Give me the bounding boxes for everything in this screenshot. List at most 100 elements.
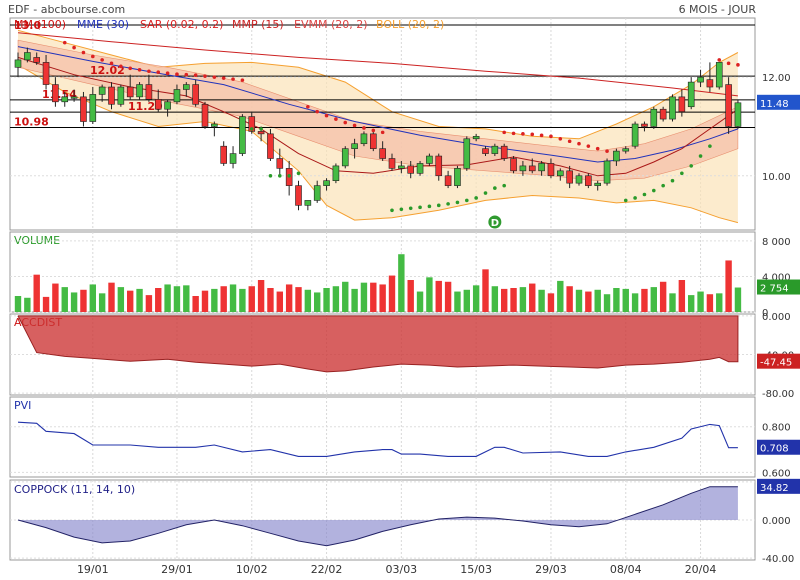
price-last-value: 11.48 (760, 99, 789, 110)
pvi-title: PVI (14, 399, 31, 412)
candle-body (510, 158, 517, 172)
candle-body (229, 153, 237, 164)
candle-body (89, 94, 97, 122)
mme30-line (17, 46, 739, 163)
candle-body (14, 59, 22, 68)
candle-body (108, 86, 115, 105)
sar-dot-above (521, 132, 525, 136)
candle-body (500, 145, 508, 159)
volume-bar (342, 281, 349, 312)
candle-body (472, 136, 480, 140)
sar-dot-above (558, 136, 563, 141)
level-label: 11.29 (128, 100, 163, 113)
evmm-envelope (17, 39, 739, 182)
candle-body (482, 148, 489, 154)
sar-dot-below (418, 205, 422, 210)
sar-dot-below (259, 127, 263, 131)
sar-dot-above (81, 50, 86, 55)
candle-body (697, 76, 704, 83)
volume-bar (211, 288, 218, 312)
candle-body (332, 165, 340, 181)
accdist-area (17, 315, 739, 373)
volume-last-value: 2 754 (760, 284, 789, 295)
candle-body (519, 165, 527, 172)
y-tick-label: 8 000 (762, 237, 791, 248)
panel-frame-pvi (9, 396, 756, 478)
chart-period: 6 MOIS - JOUR (678, 3, 756, 16)
volume-bar (239, 288, 246, 312)
candle-body (267, 133, 274, 159)
candle-body (70, 96, 78, 99)
pvi-last-value: 0.708 (760, 444, 789, 455)
candle-body (192, 84, 199, 105)
candle-body (117, 86, 125, 105)
legend-entry: MM (100) (14, 18, 66, 31)
candle-body (547, 163, 555, 177)
volume-bar (678, 280, 686, 312)
candle-body (659, 108, 667, 120)
candle-body (706, 79, 714, 88)
volume-bar (379, 284, 386, 312)
sar-dot-below (465, 198, 469, 203)
sar-dot-above (324, 113, 329, 118)
level-label: 12.02 (90, 64, 125, 77)
sar-dot-below (436, 203, 441, 208)
y-tick-label: 0.000 (762, 516, 791, 527)
sar-dot-above (231, 77, 235, 81)
volume-bar (164, 284, 171, 312)
accdist-last-value: -47.45 (760, 358, 792, 369)
sar-dot-above (203, 74, 207, 78)
signal-badge (487, 214, 503, 230)
candle-body (136, 84, 143, 98)
candle-body (80, 96, 87, 122)
candle-body (435, 155, 443, 177)
volume-bar (220, 286, 227, 312)
sar-dot-above (334, 117, 338, 121)
sar-dot-above (221, 76, 226, 80)
candle-body (491, 145, 499, 154)
candle-body (650, 108, 658, 127)
sar-dot-below (474, 196, 478, 200)
candle-body (164, 101, 171, 110)
candle-body (715, 62, 723, 88)
accdist-last-value-bg (757, 353, 800, 369)
sar-dot-above (165, 71, 170, 76)
volume-bar (117, 287, 125, 312)
volume-bar (108, 282, 115, 312)
candle-body (454, 168, 461, 186)
volume-bar (641, 288, 648, 312)
y-tick-label: 10.00 (762, 172, 791, 183)
volume-bar (697, 291, 704, 312)
sar-dot-above (119, 64, 123, 69)
sar-dot-below (680, 171, 684, 176)
sar-dot-above (595, 146, 600, 151)
x-tick-label: 20/04 (685, 563, 717, 576)
sar-dot-above (736, 63, 740, 67)
volume-bar (613, 288, 620, 312)
volume-bar (295, 287, 302, 312)
sar-dot-above (362, 126, 366, 130)
candle-body (622, 148, 630, 152)
sar-dot-below (399, 207, 404, 212)
volume-bar (501, 288, 508, 312)
candle-body (61, 96, 69, 103)
volume-bar (370, 282, 377, 312)
volume-bar (454, 291, 461, 312)
volume-bar (416, 291, 424, 312)
volume-bar (192, 296, 199, 312)
volume-bar (482, 269, 489, 312)
x-tick-label: 29/01 (161, 563, 193, 576)
sar-dot-below (427, 204, 432, 209)
candle-body (603, 160, 611, 184)
volume-bar (201, 290, 209, 312)
volume-bar (407, 280, 414, 312)
candle-body (566, 170, 573, 184)
y-tick-label: -40.00 (762, 554, 794, 565)
sar-dot-below (390, 208, 394, 213)
sar-dot-below (296, 171, 301, 176)
candle-body (295, 185, 302, 206)
sar-dot-above (156, 70, 161, 75)
volume-bar (173, 286, 181, 312)
candle-body (323, 180, 330, 186)
candle-body (24, 52, 31, 61)
